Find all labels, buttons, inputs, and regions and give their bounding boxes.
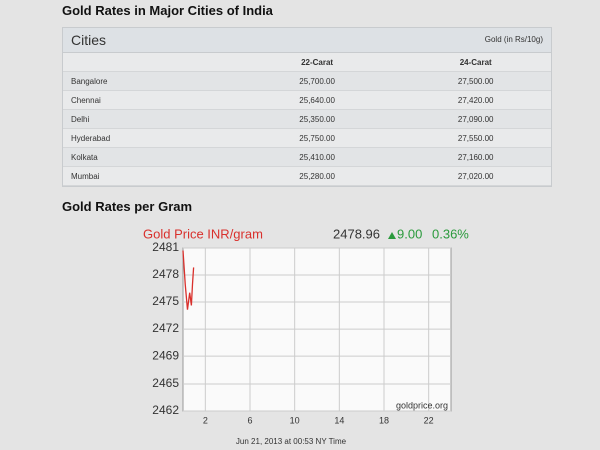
table-row: Kolkata 25,410.00 27,160.00 — [63, 147, 551, 167]
y-tick-label: 2475 — [152, 294, 179, 308]
table-row: Hyderabad 25,750.00 27,550.00 — [63, 128, 551, 148]
rate: 25,410.00 — [233, 147, 393, 167]
change-pct: 0.36% — [432, 226, 469, 241]
y-tick-label: 2465 — [152, 376, 179, 390]
price-line — [182, 250, 195, 310]
table-row: Bangalore 25,700.00 27,500.00 — [63, 71, 551, 91]
x-tick-label: 22 — [424, 415, 434, 425]
table-header: Cities Gold (in Rs/10g) — [63, 28, 551, 53]
x-tick-label: 6 — [247, 415, 252, 425]
table-note: Gold (in Rs/10g) — [484, 35, 543, 44]
chart-title: Gold Price INR/gram — [143, 226, 263, 241]
rates-table: Cities Gold (in Rs/10g) 22-Carat 24-Cara… — [62, 27, 552, 187]
y-tick-label: 2462 — [152, 403, 179, 417]
city: Hyderabad — [63, 128, 234, 148]
y-tick-label: 2481 — [152, 240, 179, 254]
column-header: 24-Carat — [392, 53, 551, 72]
table-row: Chennai 25,640.00 27,420.00 — [63, 90, 551, 110]
city: Delhi — [63, 109, 234, 129]
city: Chennai — [63, 90, 234, 110]
column-header: 22-Carat — [233, 53, 393, 72]
footer: Jun 21, 2013 at 00:53 NY Time — [236, 437, 347, 446]
y-tick-label: 2478 — [152, 267, 179, 281]
blank — [63, 53, 234, 72]
table: 22-Carat 24-Carat Bangalore 25,700.00 27,5… — [63, 53, 551, 186]
city: Bangalore — [63, 71, 234, 91]
rate: 27,160.00 — [392, 147, 551, 167]
source: goldprice.org — [396, 400, 448, 410]
rate: 27,500.00 — [392, 71, 551, 91]
up-arrow — [388, 232, 396, 239]
section-title: Gold Rates per Gram — [62, 199, 193, 214]
price: 2478.96 — [333, 226, 380, 241]
rate: 27,420.00 — [392, 90, 551, 110]
chart: 2462 2465 2469 2472 2475 2478 2481 2 6 10 14 18 22 Go… — [143, 226, 469, 446]
table-row: Mumbai 25,280.00 27,020.00 — [63, 166, 551, 186]
city: Kolkata — [63, 147, 234, 167]
table-title: Cities — [71, 32, 107, 48]
rate: 25,280.00 — [233, 166, 393, 186]
header-row: 22-Carat 24-Carat — [63, 53, 551, 72]
rate: 25,750.00 — [233, 128, 393, 148]
y-tick-label: 2469 — [152, 348, 179, 362]
y-tick-label: 2472 — [152, 321, 179, 335]
page-title: Gold Rates in Major Cities of India — [62, 3, 273, 18]
rate: 25,640.00 — [233, 90, 393, 110]
x-tick-label: 2 — [203, 415, 208, 425]
rate: 27,550.00 — [392, 128, 551, 148]
change: 9.00 — [397, 226, 422, 241]
rate: 27,090.00 — [392, 109, 551, 129]
table-row: Delhi 25,350.00 27,090.00 — [63, 109, 551, 129]
rate: 25,350.00 — [233, 109, 393, 129]
x-tick-label: 14 — [334, 415, 344, 425]
city: Mumbai — [63, 166, 234, 186]
rate: 27,020.00 — [392, 166, 551, 186]
rate: 25,700.00 — [233, 71, 393, 91]
x-tick-label: 10 — [290, 415, 300, 425]
x-tick-label: 18 — [379, 415, 389, 425]
